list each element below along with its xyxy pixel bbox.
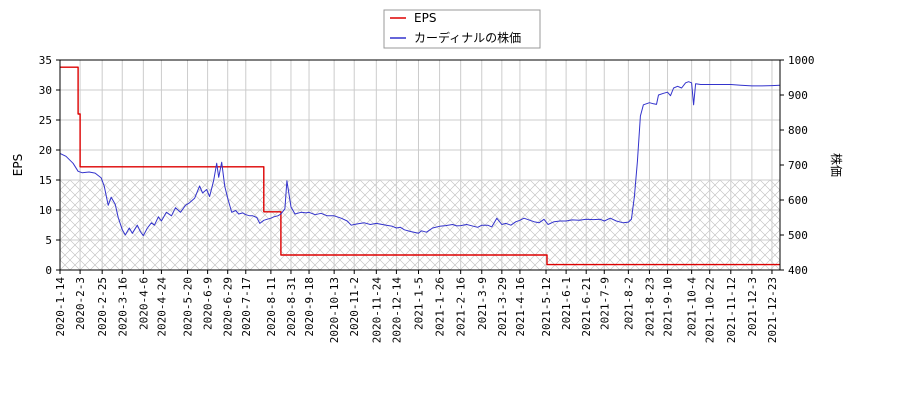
right-axis-ticks: 400 500 600 700 800 900 1000 bbox=[780, 54, 815, 277]
x-tick-label: 2021-6-1 bbox=[560, 277, 573, 330]
x-tick-label: 2021-11-12 bbox=[725, 277, 738, 343]
eps-line bbox=[60, 66, 780, 266]
x-tick-label: 2020-8-11 bbox=[265, 277, 278, 337]
legend-box bbox=[383, 9, 541, 49]
x-tick-label: 2020-9-18 bbox=[303, 277, 316, 337]
x-tick-label: 2020-2-3 bbox=[74, 277, 87, 330]
gridlines bbox=[59, 59, 780, 271]
x-tick-label: 2021-8-23 bbox=[643, 277, 656, 337]
series-lines bbox=[59, 66, 781, 266]
left-tick-label: 10 bbox=[39, 204, 52, 217]
left-axis-ticks: 0 5 10 15 20 25 30 35 bbox=[39, 54, 60, 277]
left-tick-label: 20 bbox=[39, 144, 52, 157]
left-tick-label: 0 bbox=[45, 264, 52, 277]
left-tick-label: 30 bbox=[39, 84, 52, 97]
left-tick-label: 35 bbox=[39, 54, 52, 67]
left-tick-label: 5 bbox=[45, 234, 52, 247]
x-tick-label: 2020-1-14 bbox=[54, 277, 67, 337]
right-tick-label: 500 bbox=[788, 229, 808, 242]
legend-label-eps: EPS bbox=[414, 11, 436, 25]
x-tick-label: 2020-4-24 bbox=[155, 277, 168, 337]
left-tick-label: 25 bbox=[39, 114, 52, 127]
x-tick-label: 2020-11-2 bbox=[348, 277, 361, 337]
x-tick-label: 2020-5-20 bbox=[182, 277, 195, 337]
left-axis-label: EPS bbox=[11, 154, 25, 176]
right-tick-label: 800 bbox=[788, 124, 808, 137]
x-tick-label: 2021-9-10 bbox=[662, 277, 675, 337]
x-tick-label: 2021-10-4 bbox=[686, 277, 699, 337]
x-tick-label: 2020-2-25 bbox=[96, 277, 109, 337]
x-tick-label: 2020-7-17 bbox=[240, 277, 253, 337]
x-tick-label: 2020-3-16 bbox=[116, 277, 129, 337]
x-tick-label: 2020-4-6 bbox=[137, 277, 150, 330]
x-tick-label: 2021-1-5 bbox=[412, 277, 425, 330]
x-tick-label: 2021-2-16 bbox=[455, 277, 468, 337]
price-line bbox=[59, 81, 781, 237]
x-tick-label: 2021-3-29 bbox=[496, 277, 509, 337]
right-tick-label: 1000 bbox=[788, 54, 815, 67]
x-tick-label: 2021-7-9 bbox=[598, 277, 611, 330]
x-tick-label: 2020-6-29 bbox=[222, 277, 235, 337]
x-tick-label: 2021-5-12 bbox=[540, 277, 553, 337]
legend: EPS カーディナルの株価 bbox=[383, 9, 541, 49]
x-tick-label: 2020-12-14 bbox=[390, 277, 403, 344]
hatched-band bbox=[60, 180, 780, 270]
x-tick-label: 2021-6-21 bbox=[580, 277, 593, 337]
right-tick-label: 400 bbox=[788, 264, 808, 277]
x-tick-label: 2021-10-22 bbox=[704, 277, 717, 343]
x-tick-label: 2020-6-9 bbox=[202, 277, 215, 330]
x-tick-label: 2021-8-2 bbox=[622, 277, 635, 330]
x-tick-label: 2020-8-31 bbox=[285, 277, 298, 337]
x-tick-label: 2021-1-26 bbox=[434, 277, 447, 337]
x-tick-label: 2021-12-3 bbox=[746, 277, 759, 337]
x-tick-label: 2021-12-23 bbox=[766, 277, 779, 343]
right-tick-label: 600 bbox=[788, 194, 808, 207]
right-tick-label: 900 bbox=[788, 89, 808, 102]
right-axis-label: 株価 bbox=[829, 153, 844, 177]
legend-label-price: カーディナルの株価 bbox=[414, 30, 521, 45]
left-tick-label: 15 bbox=[39, 174, 52, 187]
x-tick-label: 2020-11-24 bbox=[370, 277, 383, 344]
x-axis-ticks: 2020-1-14 2020-2-3 2020-2-25 2020-3-16 2020-… bbox=[54, 270, 779, 343]
hatched-region bbox=[60, 180, 780, 270]
x-tick-label: 2021-4-16 bbox=[514, 277, 527, 337]
x-tick-label: 2020-10-13 bbox=[328, 277, 341, 343]
x-tick-label: 2021-3-9 bbox=[476, 277, 489, 330]
right-tick-label: 700 bbox=[788, 159, 808, 172]
